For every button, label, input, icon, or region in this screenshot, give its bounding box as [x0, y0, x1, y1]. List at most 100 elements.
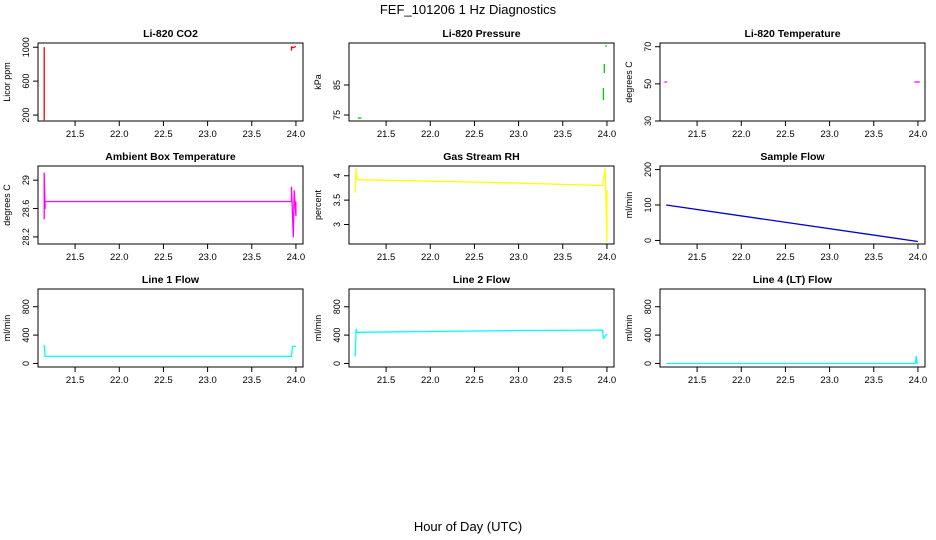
x-tick-label: 21.5 [377, 129, 396, 140]
x-tick-label: 23.5 [865, 375, 884, 386]
plot-frame [348, 42, 615, 122]
x-tick-label: 22.0 [421, 129, 440, 140]
series-line-main [354, 328, 608, 357]
plot-frame [348, 288, 615, 368]
x-tick-label: 22.5 [154, 129, 173, 140]
series-line-seg2 [290, 45, 297, 51]
y-tick-label: 75 [332, 110, 342, 120]
x-tick-label: 22.0 [110, 252, 129, 263]
panel-5: Sample Flow ml/min 0 100 200 21.5 22.0 22.5 23.0… [624, 151, 927, 263]
x-tick-label: 24.0 [287, 129, 306, 140]
x-tick-label: 23.0 [198, 129, 217, 140]
y-axis-label: ml/min [313, 315, 323, 342]
y-axis-label: Licor ppm [2, 62, 12, 102]
x-tick-label: 21.5 [688, 129, 707, 140]
x-tick-label: 23.5 [243, 375, 262, 386]
x-tick-label: 23.5 [554, 129, 573, 140]
x-tick-label: 24.0 [598, 252, 617, 263]
panel-2: Li-820 Temperature degrees C 30 50 70 21.5 22.… [624, 28, 927, 140]
x-tick-label: 22.5 [465, 129, 484, 140]
x-tick-label: 21.5 [66, 375, 85, 386]
plot-frame [659, 42, 926, 122]
x-tick-label: 22.5 [154, 252, 173, 263]
y-tick-label: 200 [21, 108, 31, 123]
x-tick-label: 21.5 [688, 252, 707, 263]
x-tick-label: 24.0 [287, 375, 306, 386]
y-tick-label: 70 [643, 42, 653, 52]
series-line-main [43, 172, 297, 238]
x-tick-label: 23.0 [509, 129, 528, 140]
y-tick-label: 4 [332, 173, 342, 178]
plot-frame [37, 42, 304, 122]
x-tick-label: 22.0 [110, 375, 129, 386]
series-line-main [666, 355, 918, 365]
x-tick-label: 23.0 [820, 375, 839, 386]
panel-0: Li-820 CO2 Licor ppm 200 600 1000 21.5 22.0 22.… [2, 28, 305, 140]
plot-frame [659, 288, 926, 368]
x-tick-label: 22.0 [732, 129, 751, 140]
panel-title: Line 2 Flow [453, 274, 511, 286]
y-tick-label: 30 [643, 116, 653, 126]
plot-frame [348, 165, 615, 245]
x-tick-label: 23.5 [554, 252, 573, 263]
x-tick-label: 24.0 [287, 252, 306, 263]
x-tick-label: 22.5 [776, 129, 795, 140]
x-tick-label: 24.0 [909, 129, 928, 140]
y-tick-label: 200 [643, 162, 653, 177]
y-tick-label: 800 [643, 299, 653, 314]
y-tick-label: 28.2 [21, 228, 31, 246]
y-tick-label: 85 [332, 80, 342, 90]
x-tick-label: 22.0 [732, 375, 751, 386]
x-tick-label: 23.0 [198, 252, 217, 263]
panel-4: Gas Stream RH percent 3 3.5 4 21.5 22.0 22.5 23.… [313, 151, 616, 263]
x-tick-label: 22.5 [465, 375, 484, 386]
x-tick-label: 23.5 [865, 129, 884, 140]
panel-7: Line 2 Flow ml/min 0 400 800 21.5 22.0 22.5 23.0… [313, 274, 616, 386]
x-tick-label: 22.0 [421, 375, 440, 386]
x-tick-label: 22.5 [776, 375, 795, 386]
y-tick-label: 400 [332, 328, 342, 343]
panel-title: Sample Flow [760, 151, 825, 163]
x-tick-label: 22.0 [732, 252, 751, 263]
x-tick-label: 21.5 [688, 375, 707, 386]
y-axis-label: ml/min [624, 315, 634, 342]
x-tick-label: 21.5 [377, 375, 396, 386]
plot-frame [659, 165, 926, 245]
panel-title: Gas Stream RH [443, 151, 519, 163]
y-axis-label: degrees C [2, 184, 12, 226]
y-axis-label: kPa [313, 74, 323, 90]
y-tick-label: 800 [21, 299, 31, 314]
y-tick-label: 28.6 [21, 200, 31, 218]
x-tick-label: 23.5 [865, 252, 884, 263]
y-tick-label: 800 [332, 299, 342, 314]
x-tick-label: 22.0 [110, 129, 129, 140]
y-tick-label: 0 [21, 361, 31, 366]
x-tick-label: 23.0 [509, 252, 528, 263]
panel-title: Ambient Box Temperature [105, 151, 236, 163]
y-tick-label: 400 [21, 328, 31, 343]
x-tick-label: 23.5 [243, 129, 262, 140]
series-line-main [354, 167, 608, 243]
series-line-main [43, 344, 296, 358]
x-tick-label: 23.0 [820, 252, 839, 263]
y-tick-label: 600 [21, 74, 31, 89]
panel-title: Li-820 CO2 [143, 28, 198, 40]
panel-1: Li-820 Pressure kPa 75 85 21.5 22.0 22.5 23.0 23… [313, 28, 616, 140]
x-tick-label: 24.0 [598, 129, 617, 140]
y-axis-label: percent [313, 189, 323, 220]
y-tick-label: 29 [21, 175, 31, 185]
y-tick-label: 3 [332, 222, 342, 227]
y-axis-label: ml/min [2, 315, 12, 342]
panel-title: Li-820 Pressure [442, 28, 520, 40]
x-tick-label: 22.0 [421, 252, 440, 263]
x-tick-label: 24.0 [909, 375, 928, 386]
x-tick-label: 24.0 [598, 375, 617, 386]
y-axis-label: ml/min [624, 192, 634, 219]
x-tick-label: 21.5 [66, 129, 85, 140]
x-tick-label: 22.5 [154, 375, 173, 386]
x-tick-label: 23.0 [509, 375, 528, 386]
x-tick-label: 23.0 [820, 129, 839, 140]
x-tick-label: 21.5 [377, 252, 396, 263]
y-tick-label: 0 [643, 361, 653, 366]
